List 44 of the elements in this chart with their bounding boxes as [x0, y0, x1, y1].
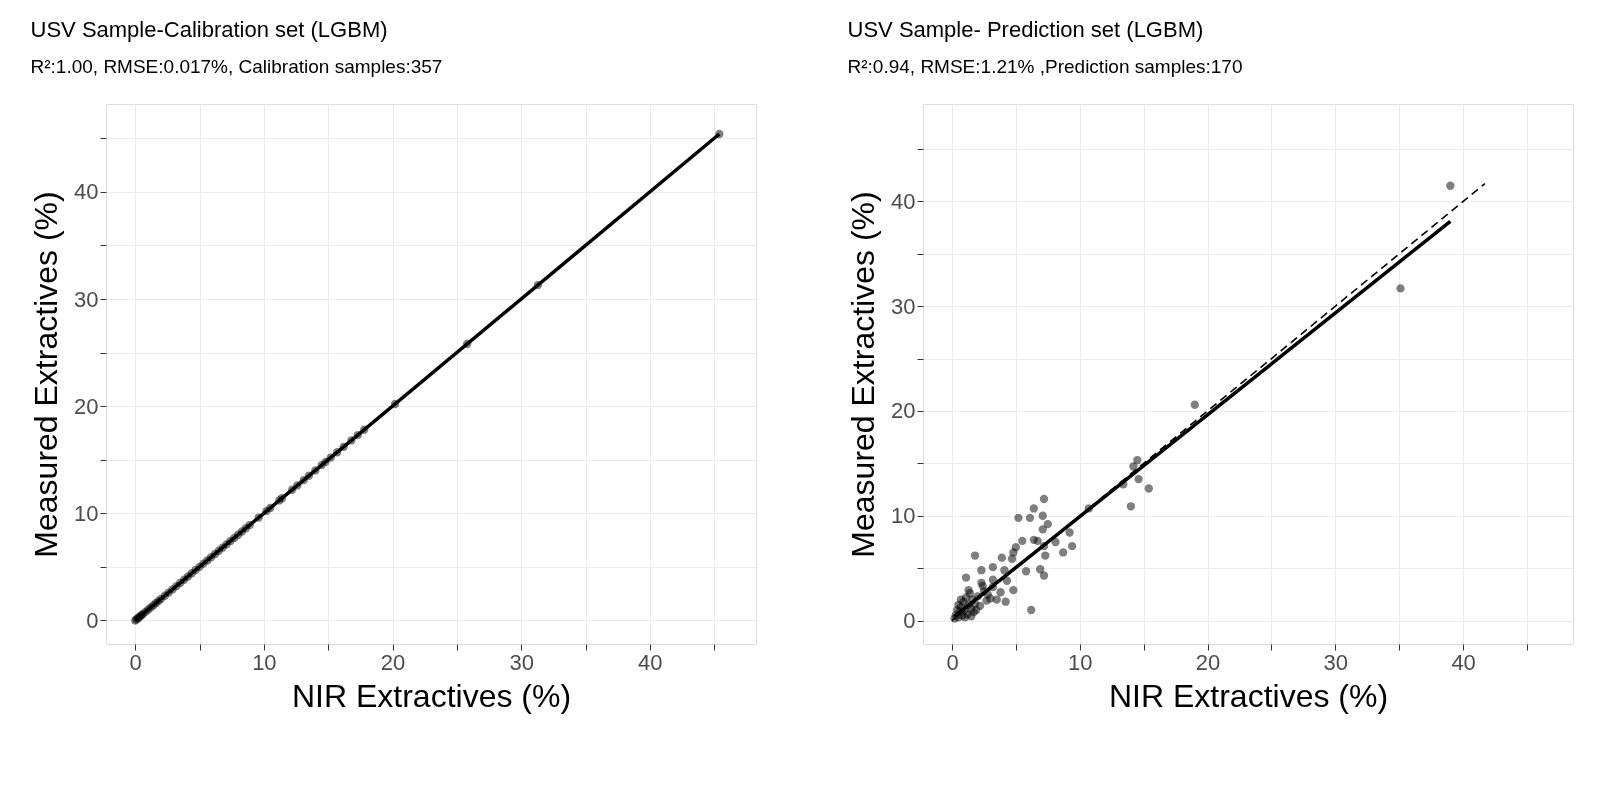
point [347, 436, 356, 445]
point [311, 466, 320, 475]
chart-subtitle: R²:0.94, RMSE:1.21% ,Prediction samples:170 [847, 56, 1243, 77]
point [304, 471, 314, 480]
x-axis-title: NIR Extractives (%) [291, 677, 572, 714]
y-axis-title: Measured Extractives (%) [845, 191, 882, 558]
y-tick-label: 20 [74, 393, 99, 419]
point [360, 425, 369, 434]
x-tick-label: 40 [1451, 649, 1476, 675]
x-tick-label: 20 [380, 649, 406, 675]
x-tick-label: 30 [509, 649, 534, 675]
point [533, 280, 543, 290]
x-axis-title: NIR Extractives (%) [1108, 677, 1389, 714]
chart-subtitle: R²:1.00, RMSE:0.017%, Calibration samples:357 [30, 56, 443, 77]
point [293, 481, 302, 490]
point [339, 442, 348, 452]
x-tick-label: 40 [638, 649, 663, 675]
x-tick-label: 0 [129, 649, 142, 675]
y-tick-label: 40 [891, 188, 916, 214]
x-tick-label: 10 [1068, 649, 1093, 675]
y-tick-label: 20 [891, 398, 916, 424]
x-tick-label: 20 [1195, 649, 1221, 675]
point [254, 513, 263, 522]
x-tick-label: 0 [946, 649, 959, 675]
chart-title: USV Sample-Calibration set (LGBM) [30, 17, 388, 42]
point [333, 448, 342, 457]
y-tick-label: 0 [86, 607, 99, 633]
point [353, 430, 362, 440]
y-tick-label: 0 [903, 608, 916, 634]
point [390, 399, 400, 409]
y-axis-title: Measured Extractives (%) [28, 191, 65, 558]
y-tick-label: 10 [74, 500, 99, 526]
point [715, 129, 724, 139]
point [266, 503, 275, 513]
chart-title: USV Sample- Prediction set (LGBM) [847, 17, 1204, 42]
x-tick-label: 10 [252, 649, 277, 675]
point [245, 520, 254, 530]
point [326, 453, 335, 462]
y-tick-label: 30 [74, 286, 99, 312]
y-tick-label: 10 [891, 503, 916, 529]
y-tick-label: 40 [74, 179, 99, 205]
y-tick-label: 30 [891, 293, 916, 319]
x-tick-label: 30 [1323, 649, 1349, 675]
point [462, 339, 472, 349]
